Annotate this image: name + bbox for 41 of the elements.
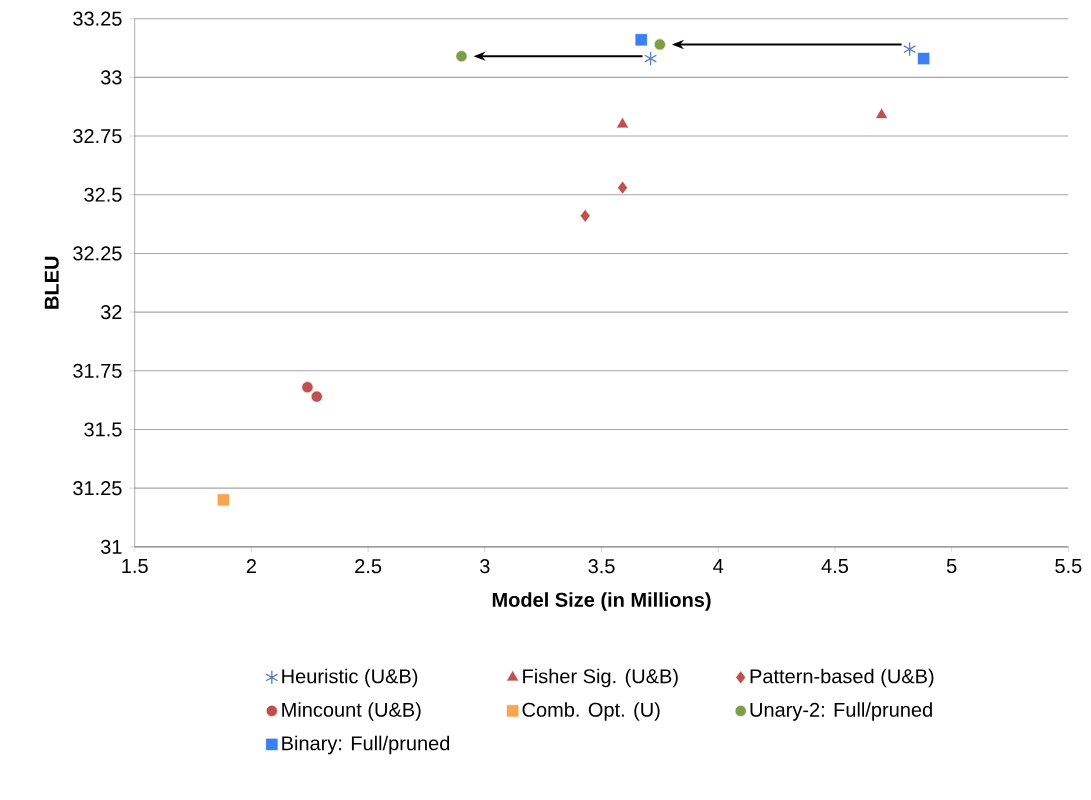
point bbox=[301, 381, 314, 394]
point bbox=[634, 33, 648, 47]
point bbox=[644, 51, 657, 66]
y-tick-label: 33.25 bbox=[73, 11, 122, 26]
y-tick-label: 32 bbox=[100, 304, 122, 320]
legend-label: Comb. Opt. (U) bbox=[522, 702, 660, 721]
x-tick-label: 3 bbox=[480, 558, 490, 574]
point bbox=[903, 41, 917, 57]
x-tick-label: 2 bbox=[246, 558, 256, 573]
y-tick-label: 33 bbox=[100, 70, 122, 85]
y-tick-label: 32.75 bbox=[73, 128, 122, 143]
x-tick-label: 2.5 bbox=[355, 558, 382, 574]
legend-label: Pattern-based (U&B) bbox=[750, 668, 934, 688]
y-tick-label: 31.25 bbox=[73, 480, 122, 496]
x-tick-label: 4 bbox=[713, 558, 724, 573]
y-axis-title: BLEU bbox=[44, 256, 59, 309]
x-tick-label: 5 bbox=[946, 558, 957, 573]
x-axis-title: Model Size (in Millions) bbox=[492, 592, 711, 611]
point bbox=[455, 50, 468, 63]
point bbox=[310, 390, 323, 403]
point bbox=[216, 493, 230, 507]
point bbox=[615, 116, 630, 129]
point bbox=[617, 180, 628, 195]
point bbox=[875, 107, 889, 119]
legend-label: Heuristic (U&B) bbox=[282, 668, 418, 688]
y-tick-label: 31.5 bbox=[84, 422, 122, 437]
legend-label: Binary: Full/pruned bbox=[282, 735, 450, 755]
y-tick-label: 31.75 bbox=[73, 363, 122, 378]
y-tick-label: 32.5 bbox=[84, 187, 122, 202]
x-tick-label: 5.5 bbox=[1055, 558, 1082, 573]
y-tick-label: 32.25 bbox=[73, 246, 122, 261]
point bbox=[579, 208, 591, 223]
x-tick-label: 4.5 bbox=[821, 558, 848, 573]
legend-label: Mincount (U&B) bbox=[282, 702, 421, 721]
legend-label: Unary-2: Full/pruned bbox=[750, 702, 932, 721]
point bbox=[917, 51, 931, 65]
y-tick-label: 31 bbox=[100, 539, 122, 554]
point bbox=[653, 38, 666, 51]
x-tick-label: 1.5 bbox=[122, 558, 148, 573]
x-tick-label: 3.5 bbox=[588, 558, 615, 574]
legend-label: Fisher Sig. (U&B) bbox=[523, 668, 678, 688]
